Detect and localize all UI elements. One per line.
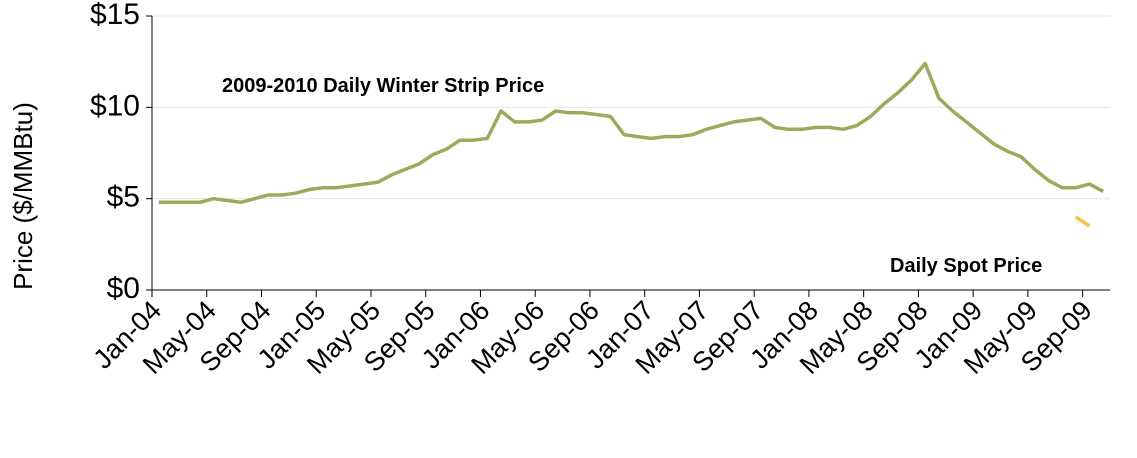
y-tick-label: $15: [90, 0, 140, 31]
series-line: [158, 61, 1105, 205]
annotation: 2009-2010 Daily Winter Strip Price: [222, 75, 544, 97]
y-tick-label: $5: [107, 181, 140, 214]
y-tick-label: $10: [90, 89, 140, 122]
y-axis-label: Price ($/MMBtu): [8, 102, 38, 290]
y-tick-label: $0: [107, 272, 140, 305]
series-line: [1074, 215, 1091, 228]
annotation: Daily Spot Price: [890, 255, 1042, 277]
